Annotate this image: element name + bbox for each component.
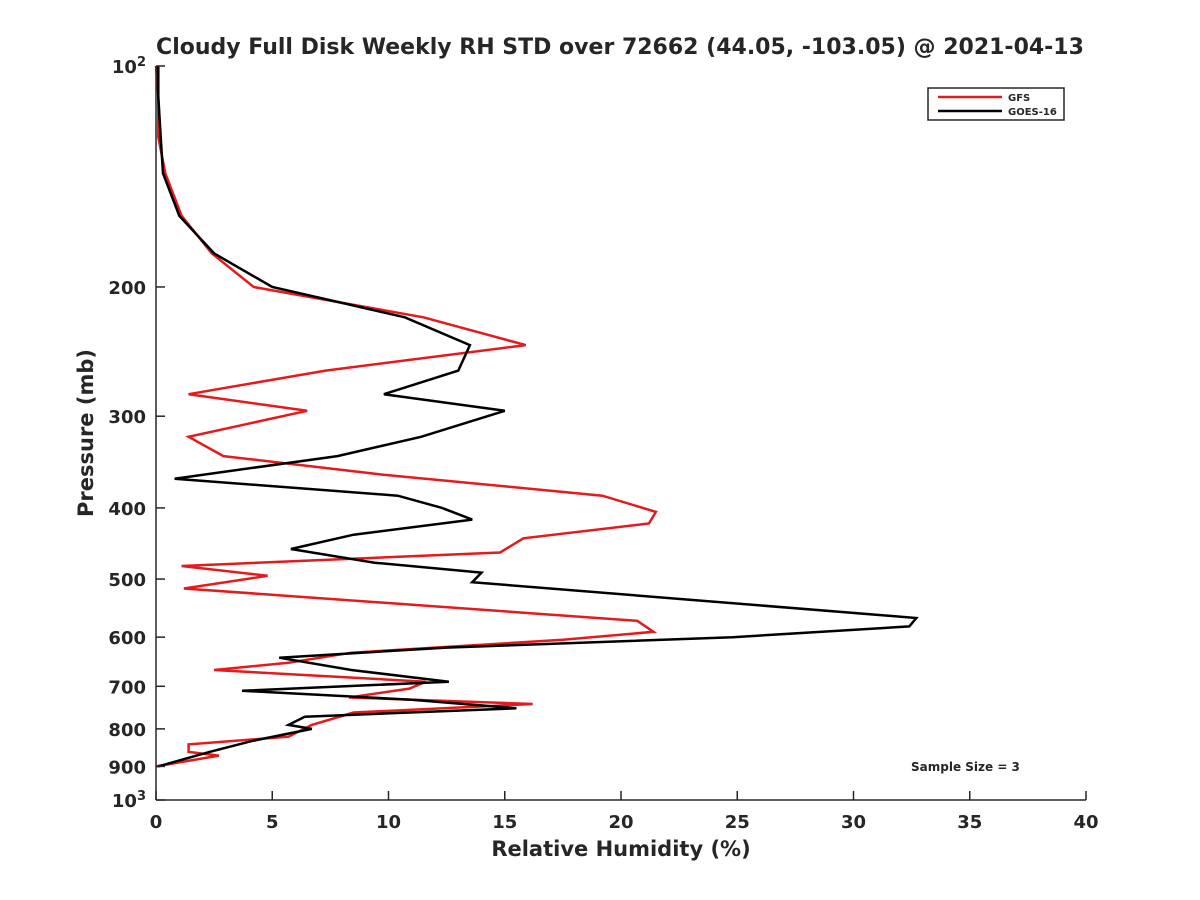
legend-label-gfs: GFS (1008, 93, 1030, 104)
y-tick-label: 300 (108, 407, 146, 428)
y-tick-label: 800 (108, 720, 146, 741)
y-tick-label: 400 (108, 499, 146, 520)
x-tick-label: 20 (608, 812, 633, 833)
series-line-goes16 (157, 66, 919, 768)
x-ticks: 0 5 10 15 20 25 30 35 40 (150, 791, 1099, 833)
x-tick-label: 40 (1073, 812, 1098, 833)
sample-size-annotation: Sample Size = 3 (911, 760, 1020, 774)
y-tick-label: 600 (108, 628, 146, 649)
y-tick-label: 200 (108, 278, 146, 299)
series-layer (154, 65, 919, 768)
legend: GFS GOES-16 (927, 87, 1065, 121)
x-tick-label: 15 (492, 812, 517, 833)
chart-title: Cloudy Full Disk Weekly RH STD over 7266… (156, 35, 1084, 60)
y-tick-label: 900 (108, 757, 146, 778)
legend-box (927, 87, 1065, 121)
x-tick-label: 5 (266, 812, 279, 833)
x-tick-label: 10 (376, 812, 401, 833)
x-tick-label: 0 (150, 812, 163, 833)
legend-label-goes16: GOES-16 (1008, 107, 1057, 118)
x-tick-label: 25 (725, 812, 750, 833)
y-tick-label: 700 (108, 677, 146, 698)
x-tick-label: 35 (957, 812, 982, 833)
x-tick-label: 30 (841, 812, 866, 833)
x-axis-label: Relative Humidity (%) (491, 837, 750, 861)
y-axis-label: Pressure (mb) (74, 349, 98, 517)
y-tick-label: 500 (108, 570, 146, 591)
